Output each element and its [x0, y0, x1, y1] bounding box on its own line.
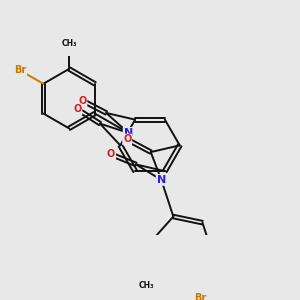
Text: Br: Br: [194, 293, 206, 300]
Text: O: O: [78, 96, 87, 106]
Text: O: O: [123, 134, 131, 145]
Text: O: O: [73, 104, 82, 114]
Text: N: N: [157, 175, 166, 185]
Text: CH₃: CH₃: [61, 39, 77, 48]
Text: O: O: [107, 149, 115, 159]
Text: Br: Br: [14, 65, 26, 75]
Text: CH₃: CH₃: [138, 281, 154, 290]
Text: N: N: [124, 128, 133, 138]
